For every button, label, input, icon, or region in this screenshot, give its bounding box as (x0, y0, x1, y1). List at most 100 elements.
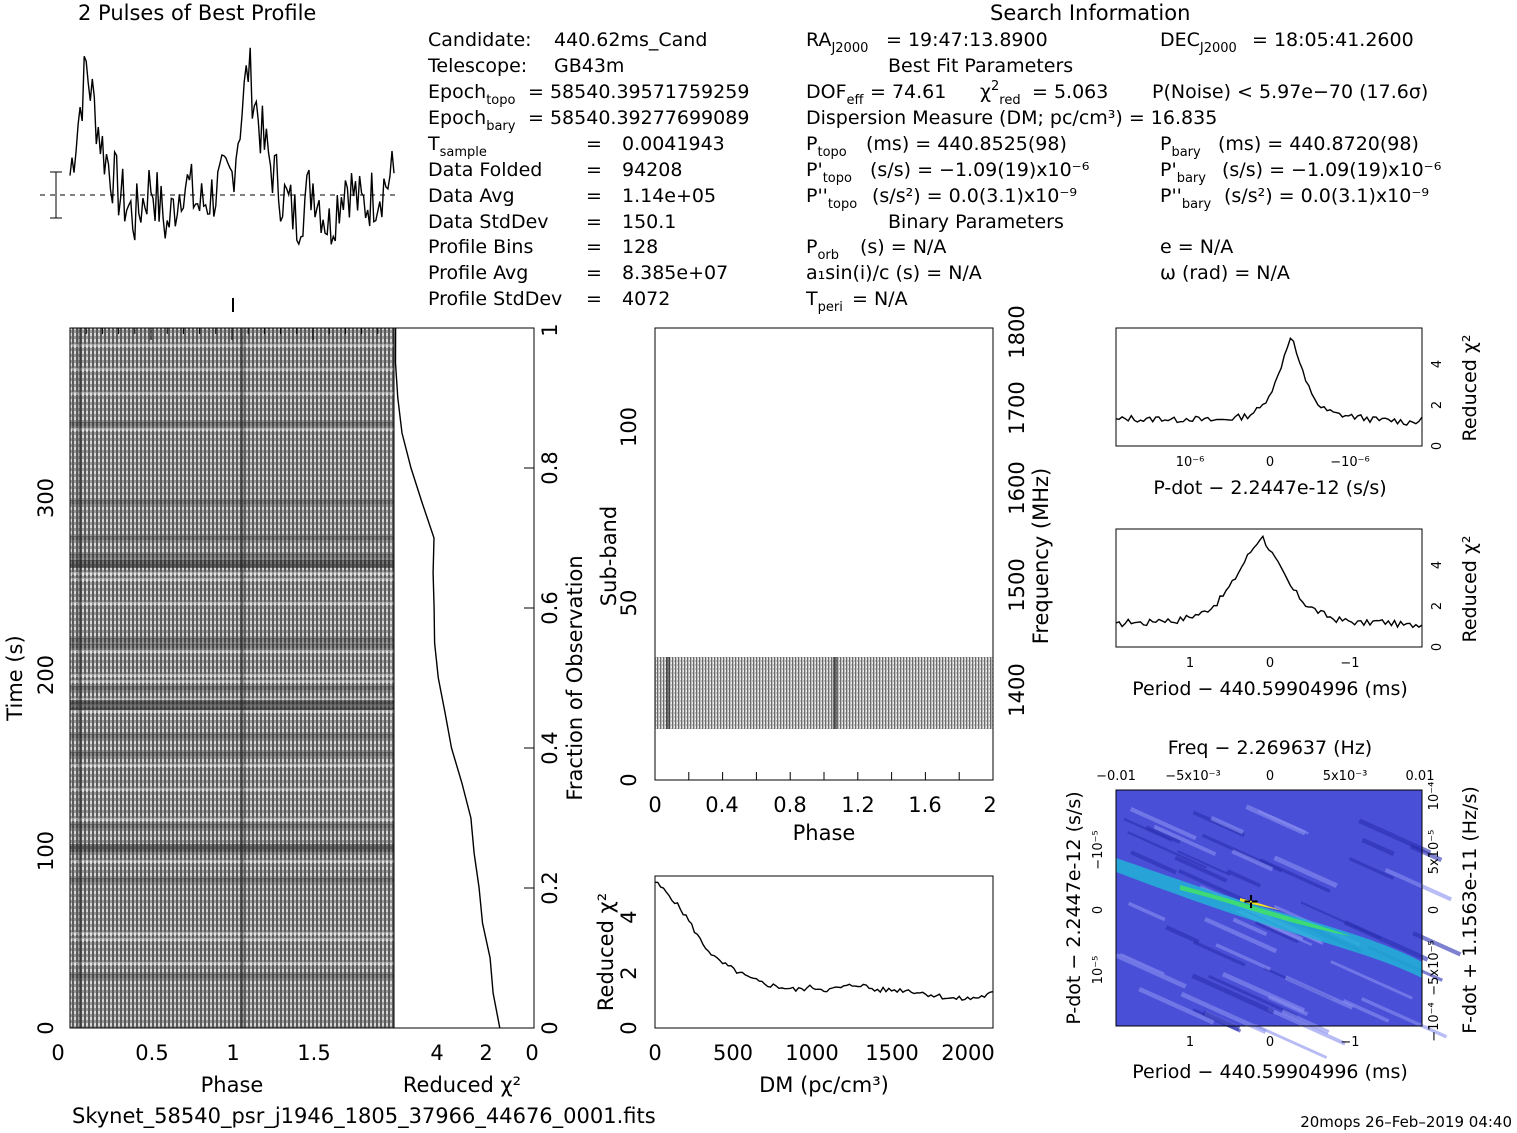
ppdot-panel: ✛ −0.01 −5x10⁻³ 0 5x10⁻³ 0.01 Freq − 2.2… (1063, 737, 1481, 1083)
ppdot-peak (1180, 885, 1350, 936)
pp-y2tick-1: 5x10⁻⁵ (1427, 830, 1442, 875)
pd-xlabel: P-dot − 2.2447e-12 (s/s) (1153, 477, 1386, 499)
tp-stripe (70, 422, 394, 426)
binary-title: Binary Parameters (888, 211, 1064, 233)
dm-xtick-2: 1000 (785, 1041, 838, 1065)
ppdot-streak (1177, 850, 1231, 876)
dof-label: DOFeff (806, 81, 865, 108)
pp-y2label: F-dot + 1.1563e-11 (Hz/s) (1459, 786, 1481, 1034)
ppdot-streak (1254, 921, 1299, 944)
ppdot-streak (1254, 1024, 1328, 1059)
tp-stripe (70, 680, 394, 683)
profile-title: 2 Pulses of Best Profile (78, 1, 316, 25)
tp-xtick-1: 0.5 (135, 1041, 168, 1065)
cf-ytick-5: 1 (538, 323, 562, 336)
ppdot-streak (1120, 953, 1165, 975)
ppdot-streak (1284, 975, 1354, 1010)
period-panel: 1 0 −1 Period − 440.59904996 (ms) 0 2 4 … (1115, 528, 1481, 700)
tp-xtick-3: 1.5 (297, 1041, 330, 1065)
pp-ytick-0: −10⁻⁵ (1091, 830, 1106, 870)
pd-xtick-2: −10⁻⁶ (1330, 455, 1370, 470)
profile-curve (69, 47, 395, 246)
data-avg-value: 1.14e+05 (622, 185, 716, 207)
cf-ytick-0: 0 (538, 1021, 562, 1034)
a1-value: a₁sin(i)/c (s) = N/A (806, 262, 982, 284)
sb-ytick-2: 100 (617, 407, 641, 447)
pd-ytick-2: 4 (1430, 360, 1445, 368)
chi2-fraction-curve (394, 327, 501, 1029)
pr-ytick-0: 0 (1430, 643, 1445, 651)
ppdot-streak (1358, 818, 1432, 855)
footer-stamp: 20mops 26–Feb–2019 04:40 (1300, 1113, 1512, 1131)
e-value: e = N/A (1160, 236, 1233, 258)
pp-x2tick-3: 5x10⁻³ (1323, 769, 1368, 784)
pd-bary-label: P'bary (1160, 159, 1206, 186)
svg-text:=: = (586, 288, 602, 310)
tp-stripe (70, 674, 394, 677)
dm-curve (654, 881, 994, 1001)
tp-stripe (70, 974, 394, 978)
ppdot-streak (1360, 997, 1448, 1039)
best-fit-title: Best Fit Parameters (888, 55, 1073, 77)
search-info-title: Search Information (990, 1, 1190, 25)
epoch-bary-label: Epochbary (428, 107, 516, 134)
svg-text:=: = (586, 133, 602, 155)
pd-ytick-1: 2 (1430, 401, 1445, 409)
profile-bins-value: 128 (622, 236, 658, 258)
tp-xtick-0: 0 (51, 1041, 64, 1065)
tp-xtick-2: 1 (226, 1041, 239, 1065)
ppdot-streak (1207, 974, 1298, 1018)
dm-xtick-1: 500 (713, 1041, 753, 1065)
pdot-panel: 10⁻⁶ 0 −10⁻⁶ P-dot − 2.2447e-12 (s/s) 0 … (1115, 327, 1481, 499)
pp-ytick-2: 10⁻⁵ (1091, 956, 1106, 985)
data-folded-value: 94208 (622, 159, 682, 181)
pp-y2tick-0: 10⁻⁴ (1427, 782, 1442, 811)
pp-ylabel: P-dot − 2.2447e-12 (s/s) (1063, 791, 1085, 1024)
tp-stripe (70, 644, 394, 648)
ppdot-streak (1215, 943, 1272, 971)
time-phase-stripes (70, 344, 394, 978)
tp-stripe (70, 536, 394, 540)
svg-text:=: = (586, 159, 602, 181)
tp-stripe (70, 788, 394, 791)
time-phase-panel: 0 0.5 1 1.5 Phase 0 100 200 300 Time (s) (3, 327, 395, 1097)
pp-xtick-2: −1 (1340, 1035, 1359, 1050)
dm-xtick-4: 2000 (941, 1041, 994, 1065)
pdot-curve (1115, 337, 1423, 426)
ppdot-streak (1384, 867, 1453, 902)
ppdot-streak (1165, 925, 1200, 944)
epoch-bary-value: = 58540.39277699089 (528, 107, 749, 129)
ppdot-streak (1221, 971, 1306, 1013)
sb-y2label: Frequency (MHz) (1029, 468, 1053, 644)
pdd-bary-value: (s/s²) = 0.0(3.1)x10⁻⁹ (1224, 185, 1429, 207)
pd-xtick-1: 0 (1266, 455, 1274, 470)
pr-ytick-1: 2 (1430, 602, 1445, 610)
epoch-topo-value: = 58540.39571759259 (528, 81, 749, 103)
tp-stripe (70, 824, 394, 828)
pp-y2tick-4: −10⁻⁴ (1427, 1002, 1442, 1042)
dof-value: = 74.61 (870, 81, 946, 103)
porb-label: Porb (806, 236, 839, 263)
sb-ylabel: Sub-band (597, 506, 621, 606)
sb-y2tick-1: 1500 (1005, 558, 1029, 611)
cf-ytick-1: 0.2 (538, 871, 562, 904)
dm-xlabel: DM (pc/cm³) (759, 1073, 889, 1097)
dm-ytick-1: 2 (617, 966, 641, 979)
data-folded-label: Data Folded (428, 159, 542, 181)
p-topo-value: (ms) = 440.8525(98) (866, 133, 1067, 155)
search-info: RAJ2000 = 19:47:13.8900 DECJ2000 = 18:05… (805, 29, 1441, 315)
subband-heatmap (655, 657, 993, 729)
ppdot-streak (1129, 807, 1197, 841)
tp-stripe (70, 602, 394, 605)
cf-ylabel: Fraction of Observation (563, 555, 587, 800)
tperi-label: Tperi (805, 288, 843, 315)
telescope-value: GB43m (554, 55, 624, 77)
pd-topo-value: (s/s) = −1.09(19)x10⁻⁶ (870, 159, 1089, 181)
ppdot-streak (1348, 857, 1395, 880)
ppdot-streak (1153, 824, 1217, 856)
cf-ytick-2: 0.4 (538, 731, 562, 764)
tp-stripe (70, 686, 394, 690)
tsample-label: Tsample (427, 133, 487, 160)
telescope-label: Telescope: (427, 55, 527, 77)
tp-stripe (70, 860, 394, 863)
